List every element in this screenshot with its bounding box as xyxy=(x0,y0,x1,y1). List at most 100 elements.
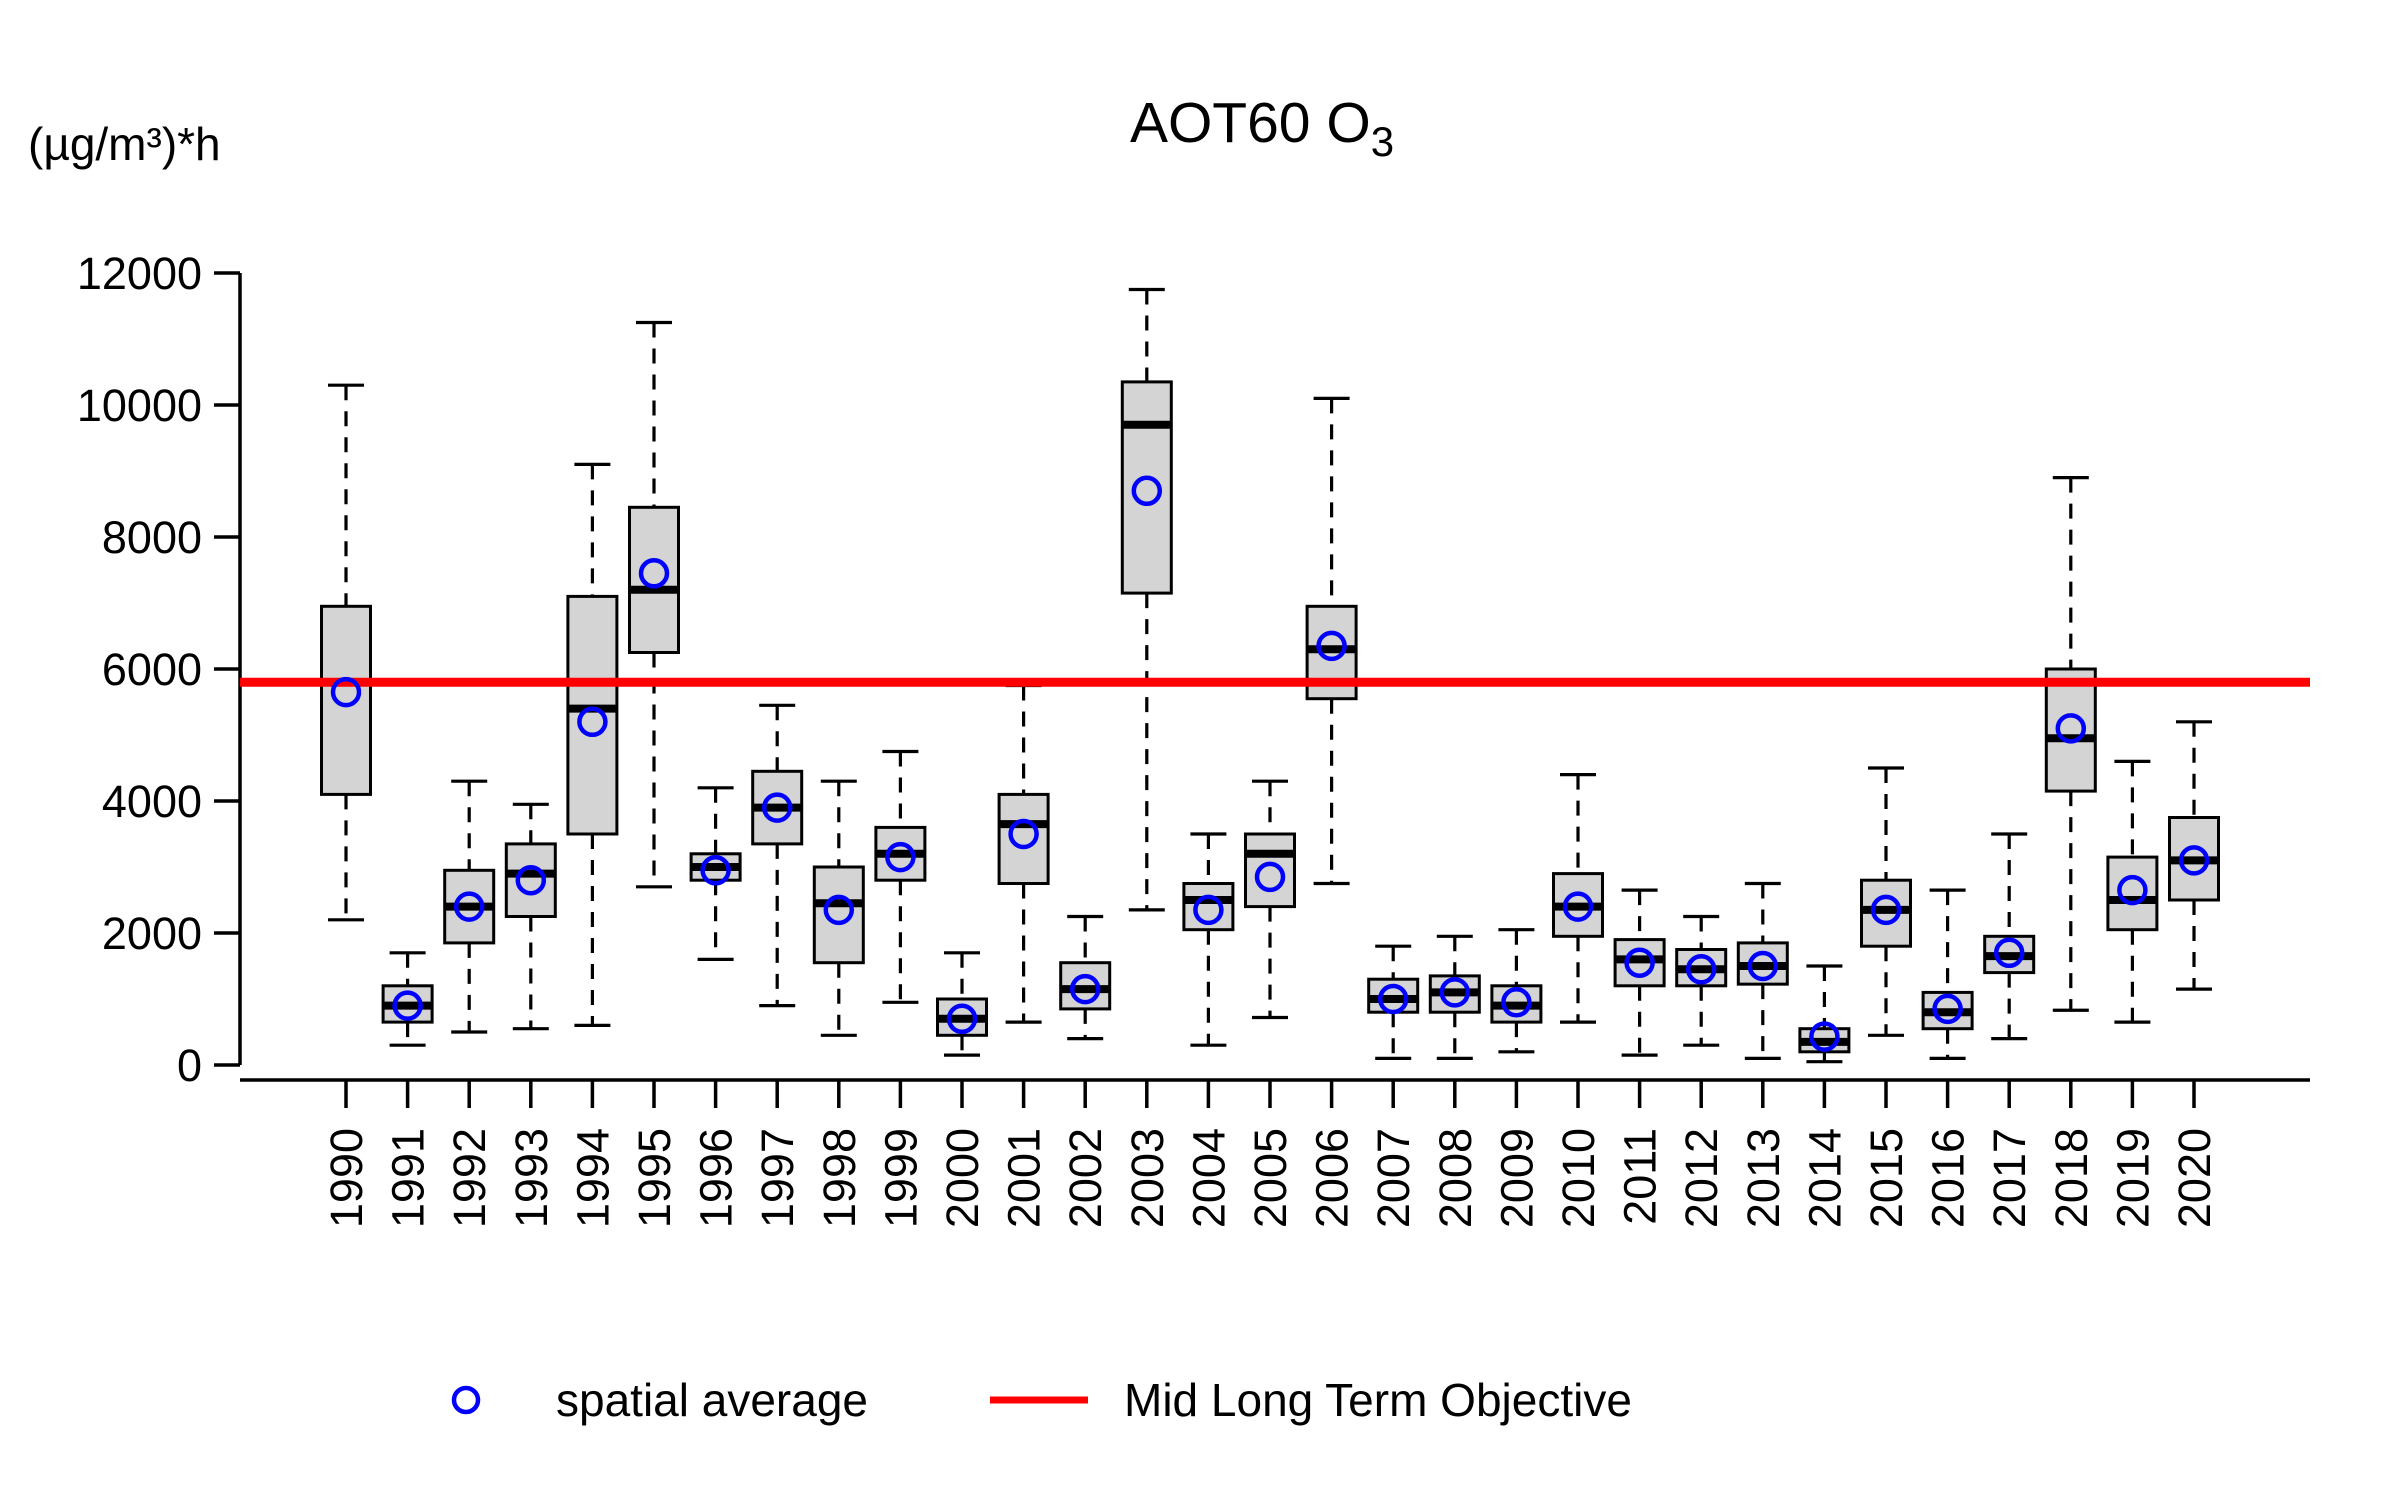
iqr-box-2018 xyxy=(2044,667,2097,793)
boxplot-2013 xyxy=(1736,881,1789,1061)
x-tick-label-2009: 2009 xyxy=(1491,1128,1542,1228)
legend-spatial-average-circle-icon xyxy=(451,1385,481,1415)
x-tick-label-1999: 1999 xyxy=(875,1128,926,1228)
x-tick-label-2002: 2002 xyxy=(1060,1128,1111,1228)
spatial-average-marker-2003 xyxy=(1131,475,1163,507)
boxplot-2020 xyxy=(2168,720,2220,991)
spatial-average-marker-2014 xyxy=(1809,1021,1840,1052)
chart-title: AOT60 O3 xyxy=(1130,91,1394,165)
x-tick-label-2011: 2011 xyxy=(1615,1128,1666,1225)
spatial-average-marker-2002 xyxy=(1069,973,1101,1005)
x-tick-label-2005: 2005 xyxy=(1245,1128,1296,1228)
boxplot-2004 xyxy=(1182,832,1235,1047)
spatial-average-marker-1993 xyxy=(515,864,547,896)
x-tick-label-2000: 2000 xyxy=(937,1128,988,1228)
x-tick-label-2017: 2017 xyxy=(1984,1128,2035,1228)
boxplot-2002 xyxy=(1059,914,1112,1041)
x-tick-label-2018: 2018 xyxy=(2046,1128,2097,1228)
spatial-average-marker-2019 xyxy=(2117,874,2148,906)
iqr-box-2004 xyxy=(1182,882,1235,932)
y-axis-unit-label: (µg/m³)*h xyxy=(28,118,221,170)
iqr-box-2019 xyxy=(2106,855,2159,932)
title-main: AOT60 O xyxy=(1130,91,1371,155)
x-tick-label-1998: 1998 xyxy=(814,1128,865,1228)
legend-line-label: Mid Long Term Objective xyxy=(1124,1374,1632,1426)
boxplot-2005 xyxy=(1244,779,1296,1020)
boxplot-2008 xyxy=(1428,934,1481,1061)
boxplot-2011 xyxy=(1613,888,1666,1057)
legend-point-label: spatial average xyxy=(556,1374,868,1426)
x-tick-label-2015: 2015 xyxy=(1861,1128,1912,1228)
boxplot-2001 xyxy=(997,683,1050,1024)
boxplot-2017 xyxy=(1983,832,2036,1041)
spatial-average-marker-2011 xyxy=(1624,947,1655,978)
x-tick-label-2012: 2012 xyxy=(1676,1128,1727,1228)
iqr-box-1995 xyxy=(628,505,680,654)
x-tick-label-2001: 2001 xyxy=(999,1128,1050,1228)
spatial-average-marker-1999 xyxy=(885,841,916,873)
spatial-average-marker-2006 xyxy=(1316,630,1347,662)
boxplot-1994 xyxy=(566,462,619,1028)
y-tick-label-8000: 8000 xyxy=(102,512,202,563)
x-tick-label-2010: 2010 xyxy=(1553,1128,1604,1228)
boxplot-1996 xyxy=(689,786,742,962)
spatial-average-marker-1998 xyxy=(823,894,855,926)
boxplot-1997 xyxy=(751,703,804,1008)
boxplot-1993 xyxy=(504,802,557,1031)
spatial-average-marker-2013 xyxy=(1747,950,1779,982)
spatial-average-marker-2005 xyxy=(1254,861,1286,893)
spatial-average-marker-2001 xyxy=(1008,818,1039,850)
y-axis: 0 2000 4000 6000 8000 10000 12000 xyxy=(77,248,242,1091)
spatial-average-marker-2020 xyxy=(2178,845,2210,876)
x-tick-label-2014: 2014 xyxy=(1799,1128,1850,1228)
spatial-average-marker-1992 xyxy=(453,891,485,922)
y-tick-label-12000: 12000 xyxy=(77,248,202,299)
x-tick-label-1997: 1997 xyxy=(752,1128,803,1228)
spatial-average-marker-1995 xyxy=(638,558,670,589)
boxplot-2003 xyxy=(1120,287,1173,912)
spatial-average-marker-1990 xyxy=(330,676,362,708)
x-axis: 1990 1991 1992 1993 1994 1995 1996 1997 1998 1999… xyxy=(240,1078,2310,1228)
spatial-average-marker-2000 xyxy=(946,1003,978,1035)
iqr-box-2003 xyxy=(1120,380,1173,595)
spatial-average-marker-2009 xyxy=(1501,987,1532,1018)
iqr-box-2001 xyxy=(997,792,1050,886)
spatial-average-marker-2016 xyxy=(1932,993,1963,1025)
spatial-average-marker-2018 xyxy=(2055,713,2087,744)
x-tick-label-2013: 2013 xyxy=(1738,1128,1789,1228)
x-tick-label-1994: 1994 xyxy=(567,1128,618,1228)
iqr-box-1998 xyxy=(812,865,865,965)
iqr-box-2005 xyxy=(1244,832,1296,909)
x-tick-label-2006: 2006 xyxy=(1307,1128,1358,1228)
spatial-average-marker-2012 xyxy=(1685,954,1717,985)
boxplot-2000 xyxy=(936,951,988,1057)
boxplot-2019 xyxy=(2106,759,2159,1024)
spatial-average-markers xyxy=(330,475,2210,1052)
x-tick-label-2004: 2004 xyxy=(1183,1128,1234,1228)
spatial-average-marker-1991 xyxy=(392,990,423,1021)
x-tick-label-2020: 2020 xyxy=(2169,1128,2220,1228)
boxplot-1998 xyxy=(812,779,865,1037)
boxplot-2016 xyxy=(1921,888,1974,1061)
x-tick-label-1993: 1993 xyxy=(506,1128,557,1228)
boxplot-2018 xyxy=(2044,476,2097,1012)
x-tick-label-2019: 2019 xyxy=(2107,1128,2158,1228)
x-tick-label-1990: 1990 xyxy=(321,1128,372,1228)
boxplot-1995 xyxy=(628,320,680,889)
x-tick-label-2007: 2007 xyxy=(1368,1128,1419,1228)
title-subscript: 3 xyxy=(1371,118,1394,165)
spatial-average-marker-2008 xyxy=(1439,977,1471,1008)
iqr-box-1993 xyxy=(504,842,557,919)
boxplots xyxy=(320,287,2220,1064)
x-tick-label-2016: 2016 xyxy=(1923,1128,1974,1228)
y-tick-label-0: 0 xyxy=(177,1040,202,1091)
spatial-average-marker-1994 xyxy=(577,706,608,738)
iqr-box-1990 xyxy=(320,604,372,796)
spatial-average-marker-2017 xyxy=(1993,937,2025,969)
boxplot-2007 xyxy=(1367,944,1420,1061)
x-tick-label-1992: 1992 xyxy=(444,1128,495,1228)
boxplot-2014 xyxy=(1798,964,1851,1064)
